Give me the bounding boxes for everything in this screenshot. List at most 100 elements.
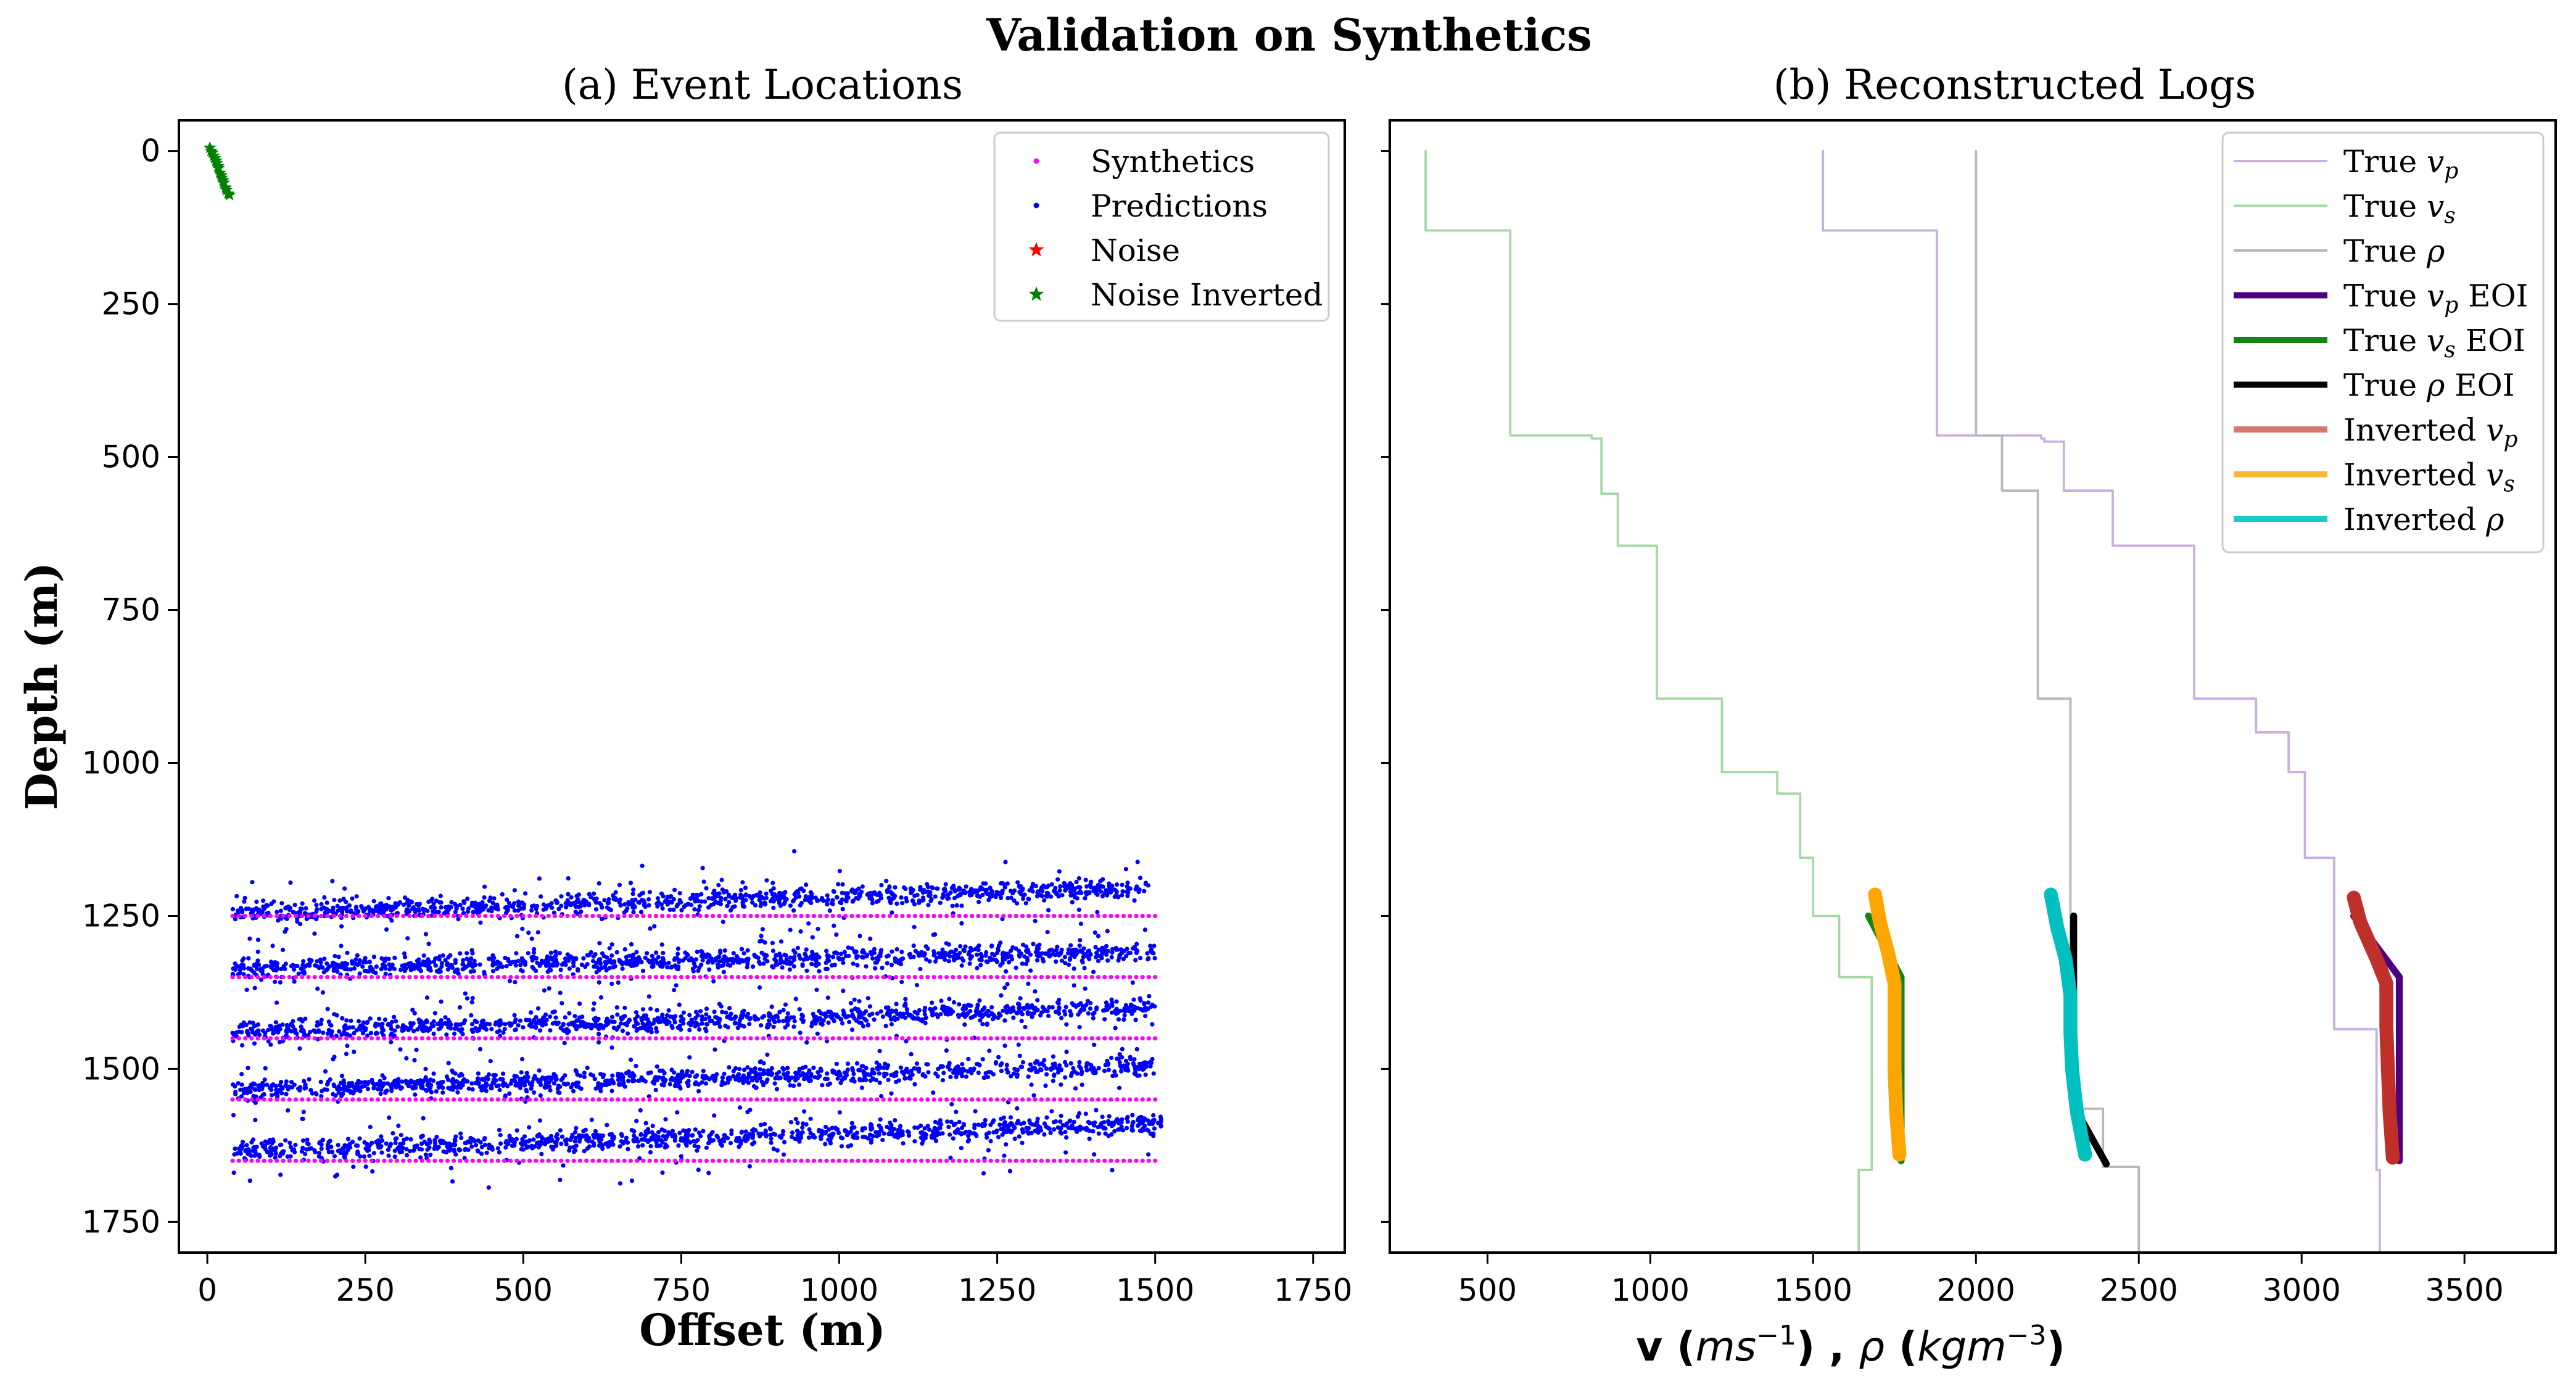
prediction-point	[354, 1082, 359, 1087]
prediction-point	[700, 950, 704, 955]
prediction-point	[690, 892, 695, 897]
prediction-point	[753, 903, 758, 908]
prediction-point	[660, 1170, 665, 1175]
prediction-point	[808, 1116, 813, 1121]
prediction-point	[991, 1017, 996, 1022]
prediction-point	[667, 1082, 672, 1087]
prediction-point	[1110, 950, 1115, 955]
prediction-point	[449, 900, 454, 905]
prediction-point	[244, 987, 249, 992]
prediction-point	[362, 958, 367, 963]
prediction-point	[310, 1091, 315, 1096]
prediction-point	[1076, 876, 1081, 881]
prediction-point	[798, 929, 803, 934]
prediction-point	[254, 1029, 259, 1034]
prediction-point	[917, 1017, 922, 1022]
prediction-point	[299, 966, 303, 971]
prediction-point	[1134, 942, 1139, 947]
prediction-point	[564, 1030, 570, 1035]
prediction-point	[264, 903, 269, 908]
prediction-point	[287, 1084, 292, 1089]
prediction-point	[342, 886, 347, 891]
prediction-point	[911, 943, 916, 948]
prediction-point	[414, 907, 419, 913]
prediction-point	[324, 900, 329, 905]
prediction-point	[413, 1092, 418, 1097]
prediction-point	[617, 882, 622, 887]
prediction-point	[1076, 885, 1081, 890]
prediction-point	[602, 898, 607, 903]
prediction-point	[461, 1080, 466, 1085]
prediction-point	[280, 1022, 285, 1027]
prediction-point	[991, 957, 996, 962]
prediction-point	[540, 1023, 545, 1028]
prediction-point	[1028, 1011, 1033, 1016]
prediction-point	[775, 962, 780, 967]
prediction-point	[785, 1011, 790, 1016]
prediction-point	[681, 1021, 686, 1026]
prediction-point	[303, 1151, 308, 1156]
prediction-point	[1044, 1115, 1049, 1120]
prediction-point	[592, 1001, 597, 1006]
prediction-point	[1104, 952, 1109, 957]
prediction-point	[683, 1129, 688, 1133]
prediction-point	[606, 897, 611, 902]
prediction-point	[956, 955, 960, 960]
prediction-point	[490, 963, 495, 968]
prediction-point	[722, 889, 727, 893]
prediction-point	[655, 896, 661, 901]
prediction-point	[501, 1080, 506, 1085]
prediction-point	[940, 947, 945, 952]
prediction-point	[640, 1077, 646, 1082]
prediction-point	[411, 1147, 417, 1153]
prediction-point	[766, 1068, 770, 1073]
prediction-point	[287, 1140, 292, 1145]
prediction-point	[903, 997, 908, 1001]
prediction-point	[824, 948, 829, 953]
prediction-point	[999, 1069, 1004, 1074]
prediction-point	[1002, 1043, 1007, 1048]
prediction-point	[1033, 989, 1038, 994]
prediction-point	[255, 949, 260, 955]
prediction-point	[434, 1089, 439, 1094]
prediction-point	[677, 958, 682, 963]
prediction-point	[332, 953, 337, 959]
prediction-point	[864, 1066, 869, 1071]
prediction-point	[952, 889, 957, 893]
prediction-point	[339, 1074, 345, 1079]
prediction-point	[454, 968, 459, 972]
prediction-point	[940, 1078, 945, 1083]
prediction-point	[630, 1076, 635, 1081]
prediction-point	[745, 948, 750, 953]
prediction-point	[479, 1088, 484, 1093]
prediction-point	[661, 1083, 666, 1088]
prediction-point	[529, 904, 535, 909]
prediction-point	[877, 1080, 882, 1085]
prediction-point	[899, 979, 904, 985]
prediction-point	[1020, 1064, 1025, 1069]
prediction-point	[1018, 996, 1023, 1001]
prediction-point	[438, 893, 443, 898]
prediction-point	[1141, 1067, 1146, 1072]
prediction-point	[273, 1020, 278, 1025]
prediction-point	[566, 876, 571, 881]
prediction-point	[569, 1085, 574, 1090]
prediction-point	[754, 1074, 759, 1079]
prediction-point	[666, 1008, 671, 1013]
prediction-point	[484, 1075, 489, 1080]
prediction-point	[464, 951, 469, 956]
prediction-point	[440, 1090, 445, 1095]
prediction-point	[666, 961, 671, 966]
prediction-point	[430, 897, 435, 901]
prediction-point	[553, 954, 558, 959]
prediction-point	[757, 898, 762, 903]
prediction-point	[321, 1030, 326, 1035]
prediction-point	[825, 995, 830, 1000]
prediction-point	[572, 1139, 577, 1144]
prediction-point	[634, 1010, 639, 1015]
prediction-point	[1104, 943, 1109, 948]
prediction-point	[492, 1077, 497, 1082]
prediction-point	[347, 1033, 353, 1038]
prediction-point	[377, 1016, 382, 1021]
prediction-point	[233, 1090, 238, 1095]
